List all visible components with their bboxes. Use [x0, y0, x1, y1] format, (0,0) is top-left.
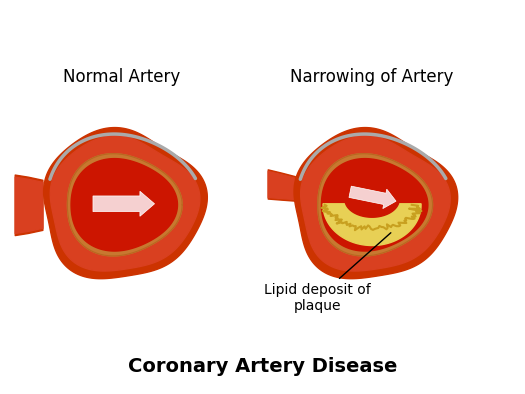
Polygon shape: [44, 128, 207, 279]
Polygon shape: [294, 128, 458, 279]
Text: Narrowing of Artery: Narrowing of Artery: [290, 68, 454, 86]
Polygon shape: [318, 154, 433, 256]
Polygon shape: [80, 171, 163, 239]
Polygon shape: [71, 159, 177, 251]
Polygon shape: [321, 159, 428, 251]
FancyArrow shape: [349, 186, 396, 208]
Polygon shape: [345, 182, 399, 217]
Polygon shape: [323, 204, 421, 245]
Polygon shape: [50, 136, 200, 271]
Polygon shape: [301, 136, 450, 271]
FancyArrow shape: [93, 191, 154, 216]
Text: Normal Artery: Normal Artery: [63, 68, 180, 86]
Text: Coronary Artery Disease: Coronary Artery Disease: [128, 357, 397, 376]
Text: Lipid deposit of
plaque: Lipid deposit of plaque: [264, 233, 391, 313]
Polygon shape: [67, 154, 182, 256]
